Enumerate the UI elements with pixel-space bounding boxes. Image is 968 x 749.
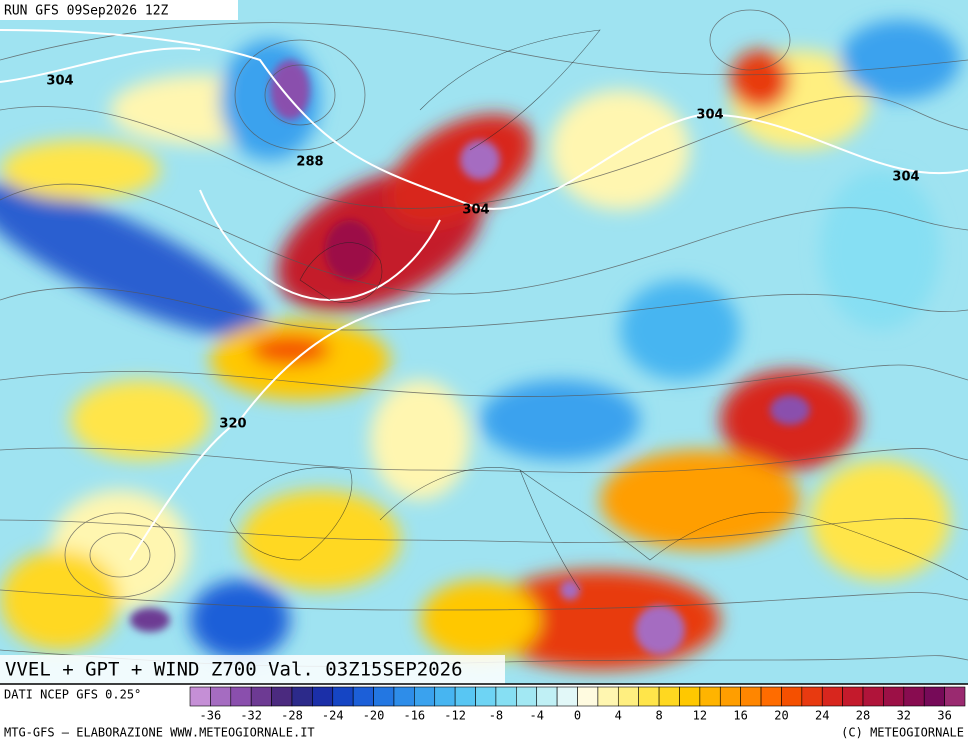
map-title: VVEL + GPT + WIND Z700 Val. 03Z15SEP2026	[5, 659, 463, 681]
title-box	[0, 655, 505, 684]
colorbar-swatch	[495, 686, 517, 707]
colorbar-swatch	[312, 686, 334, 707]
run-label: RUN GFS 09Sep2026 12Z	[4, 4, 169, 19]
colorbar-swatch	[536, 686, 558, 707]
colorbar-swatch	[271, 686, 293, 707]
colorbar-swatch	[658, 686, 680, 707]
colorbar-swatch	[617, 686, 639, 707]
colorbar-swatch	[189, 686, 211, 707]
coastlines	[229, 29, 968, 591]
colorbar-swatch	[842, 686, 864, 707]
run-label-box	[0, 0, 238, 20]
colorbar-tick-label: -12	[444, 709, 466, 723]
source-label: DATI NCEP GFS 0.25°	[4, 688, 141, 702]
contour-label: 304	[46, 74, 73, 89]
colorbar-swatch	[577, 686, 599, 707]
colorbar-tick-label: 24	[815, 709, 829, 723]
colorbar-tick-label: 32	[897, 709, 911, 723]
colorbar-swatch	[781, 686, 803, 707]
colorbar-swatch	[638, 686, 660, 707]
colorbar-swatch	[801, 686, 823, 707]
colorbar-tick-label: 20	[774, 709, 788, 723]
colorbar-swatch	[862, 686, 884, 707]
colorbar-swatch	[434, 686, 456, 707]
contour-label: 304	[892, 170, 919, 185]
footer-right: (C) METEOGIORNALE	[841, 726, 964, 740]
colorbar-swatch	[923, 686, 945, 707]
colorbar-swatch	[944, 686, 966, 707]
colorbar-swatch	[230, 686, 252, 707]
colorbar-swatch	[699, 686, 721, 707]
colorbar-swatch	[760, 686, 782, 707]
colorbar: -36 -32 -28 -24 -20 -16 -12 -8 -4 0 4 8 12 16 20 24 28 32…	[189, 686, 966, 723]
footer-left: MTG-GFS – ELABORAZIONE WWW.METEOGIORNALE…	[4, 726, 315, 740]
vvel-shading	[0, 20, 960, 670]
contour-label: 288	[296, 155, 323, 170]
colorbar-tick-label: -28	[281, 709, 303, 723]
contour-label: 304	[696, 108, 723, 123]
colorbar-swatch	[516, 686, 538, 707]
colorbar-tick-label: 8	[655, 709, 662, 723]
colorbar-swatch	[291, 686, 313, 707]
wind-streamlines	[0, 9, 968, 667]
contour-labels: 304 288 304 304 304 320	[46, 74, 919, 432]
colorbar-tick-label: -36	[200, 709, 222, 723]
colorbar-tick-label: 12	[693, 709, 707, 723]
colorbar-swatch	[679, 686, 701, 707]
colorbar-tick-label: 36	[937, 709, 951, 723]
map-field	[0, 0, 968, 684]
colorbar-tick-label: -32	[240, 709, 262, 723]
colorbar-swatch	[740, 686, 762, 707]
colorbar-tick-label: 28	[856, 709, 870, 723]
colorbar-tick-label: -20	[363, 709, 385, 723]
colorbar-tick-label: -24	[322, 709, 344, 723]
colorbar-tick-label: -16	[403, 709, 425, 723]
colorbar-swatch	[597, 686, 619, 707]
colorbar-swatch	[250, 686, 272, 707]
colorbar-swatch	[373, 686, 395, 707]
colorbar-swatch	[883, 686, 905, 707]
colorbar-swatch	[719, 686, 741, 707]
geopotential-contours	[0, 29, 968, 561]
contour-label: 320	[219, 417, 246, 432]
colorbar-swatch	[454, 686, 476, 707]
colorbar-swatch	[332, 686, 354, 707]
colorbar-tick-label: -8	[489, 709, 503, 723]
colorbar-swatch	[821, 686, 843, 707]
colorbar-swatch	[393, 686, 415, 707]
colorbar-tick-label: -4	[529, 709, 543, 723]
colorbar-swatch	[210, 686, 232, 707]
colorbar-swatch	[414, 686, 436, 707]
colorbar-tick-label: 4	[615, 709, 622, 723]
colorbar-swatch	[352, 686, 374, 707]
colorbar-swatch	[556, 686, 578, 707]
colorbar-tick-label: 0	[574, 709, 581, 723]
colorbar-swatch	[903, 686, 925, 707]
colorbar-swatch	[475, 686, 497, 707]
colorbar-tick-label: 16	[733, 709, 747, 723]
contour-label: 304	[462, 203, 489, 218]
